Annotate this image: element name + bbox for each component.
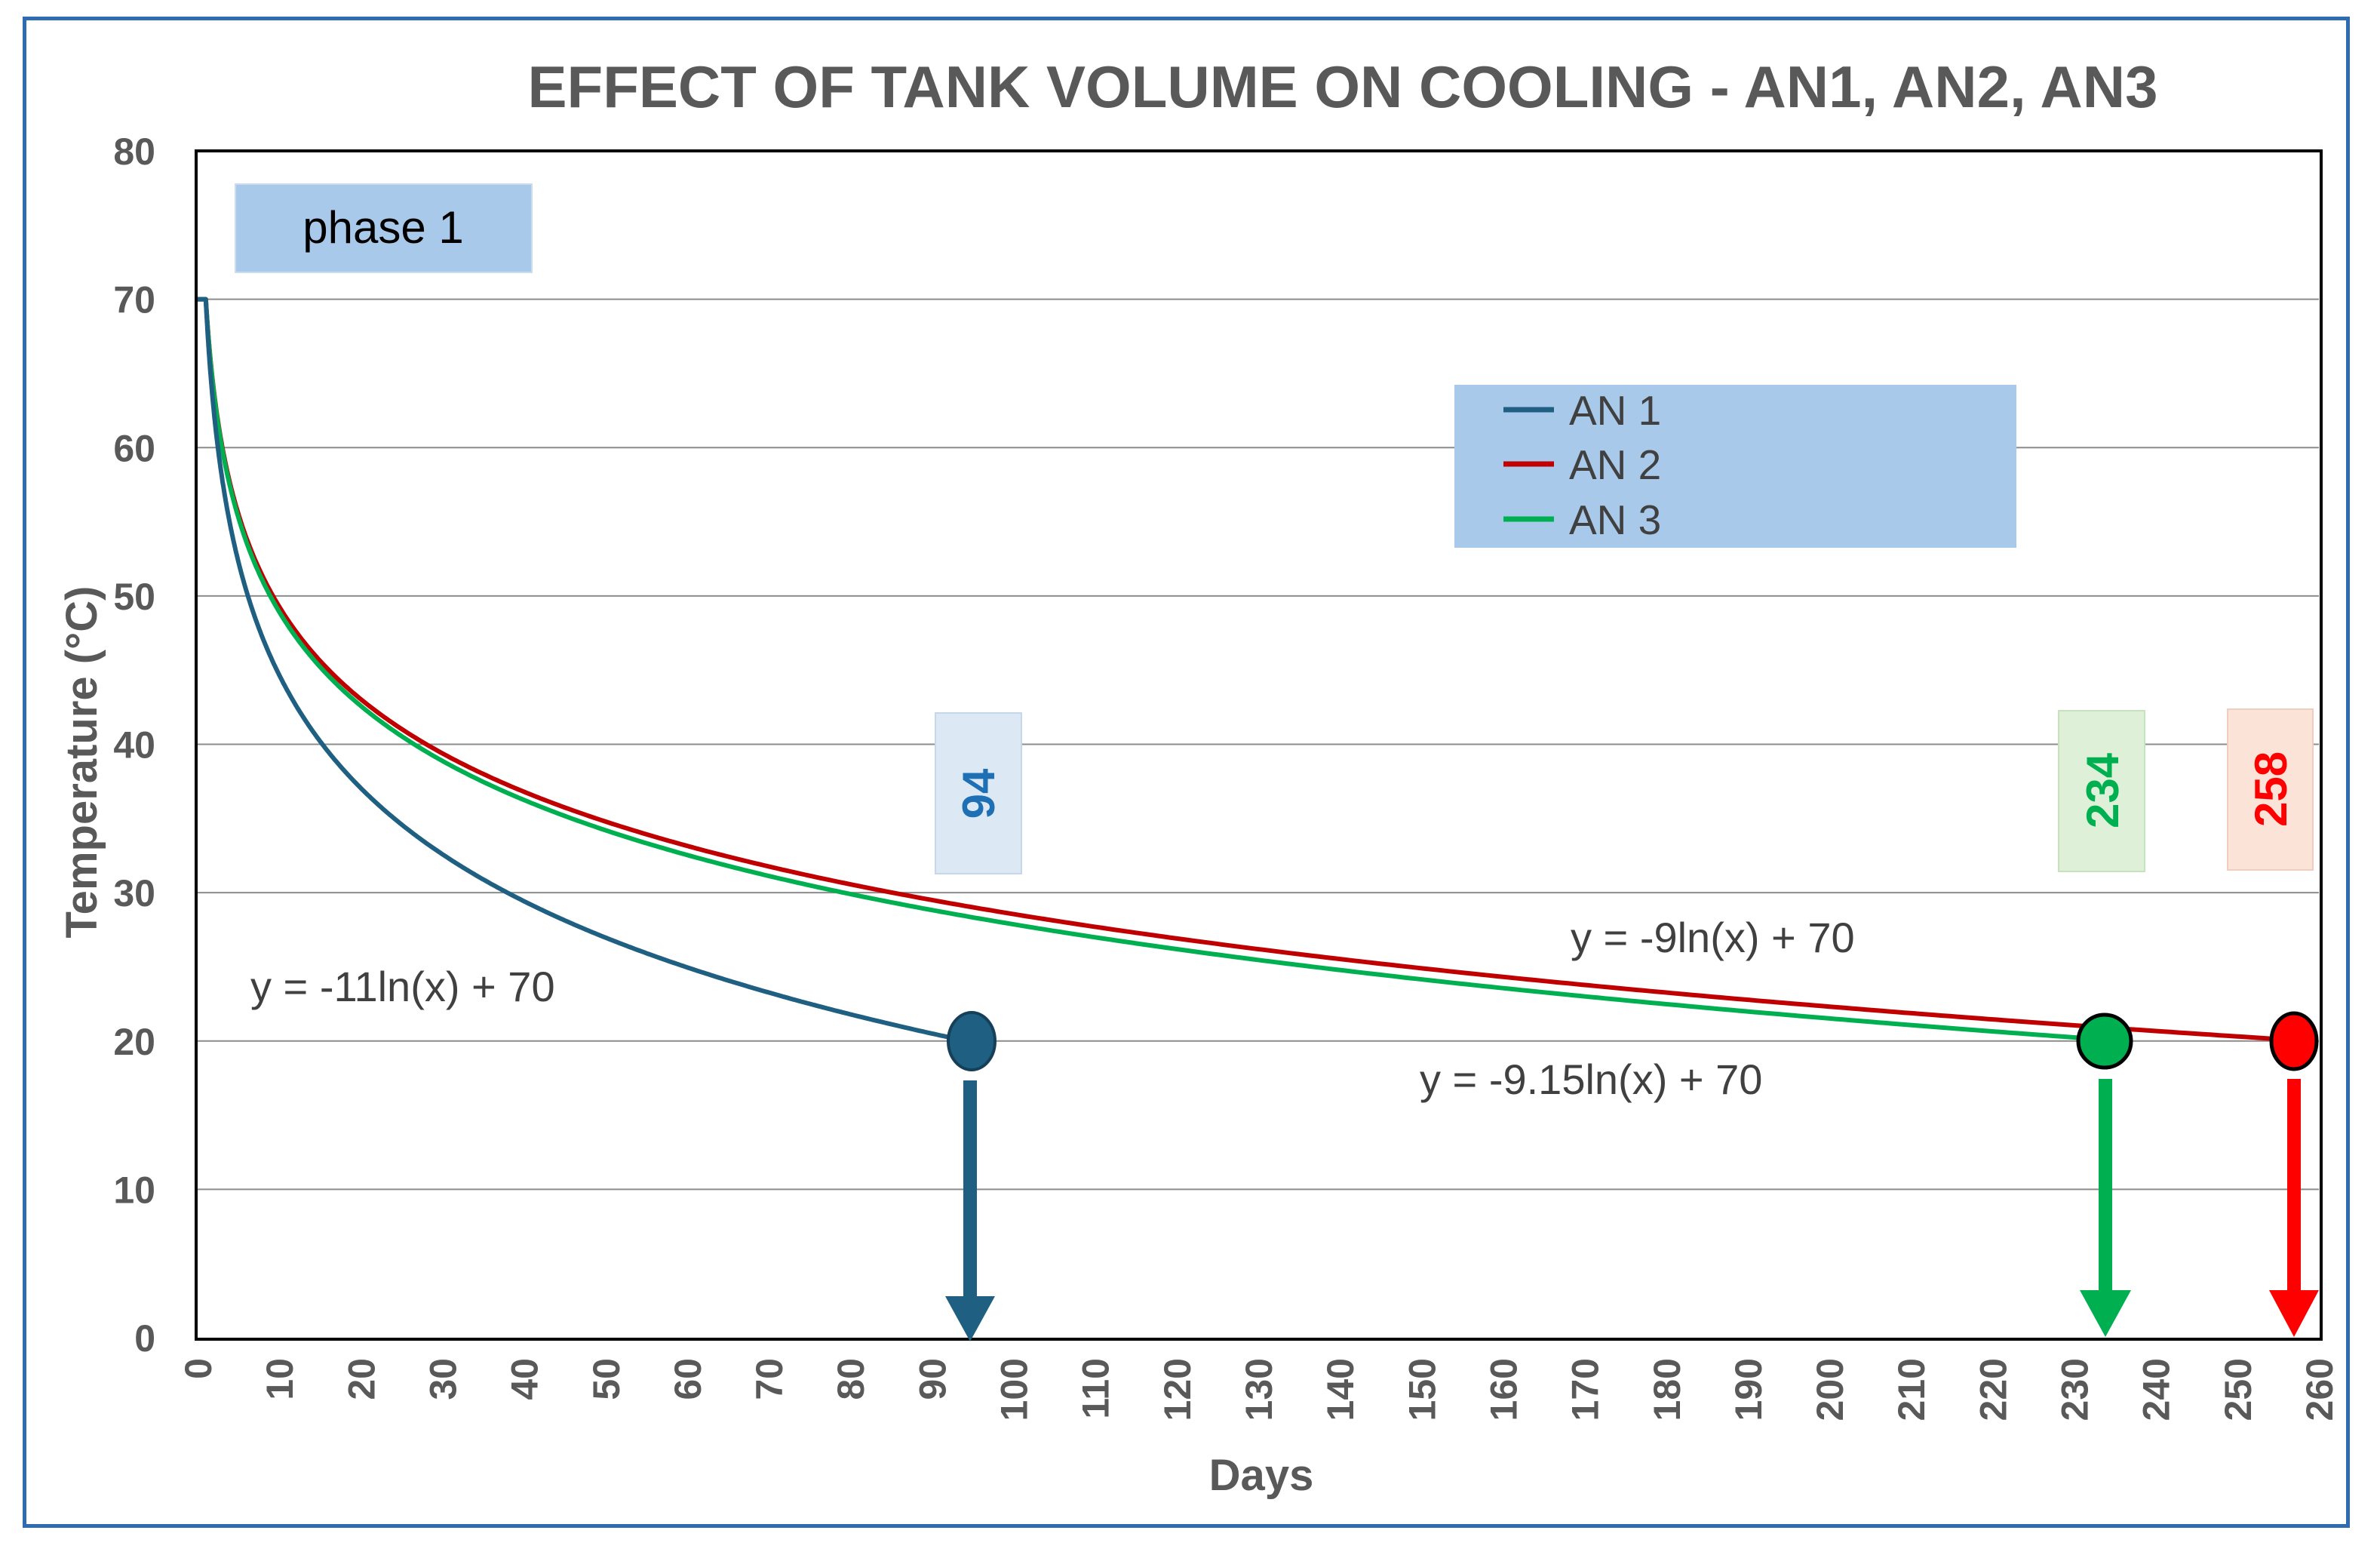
arrow-head-an1	[945, 1296, 995, 1341]
x-tick-label: 120	[1156, 1358, 1199, 1421]
legend: AN 1 AN 2 AN 3	[1454, 385, 2016, 548]
series-curves	[195, 297, 2305, 1043]
y-tick-label: 20	[113, 1021, 155, 1063]
end-marker-an3	[2076, 1013, 2133, 1070]
x-tick-label: 170	[1565, 1358, 1607, 1421]
x-tick-label: 10	[259, 1358, 301, 1400]
equation-an2: y = -9ln(x) + 70	[1571, 914, 1855, 961]
x-tick-label: 220	[1972, 1358, 2014, 1421]
x-tick-label: 240	[2136, 1358, 2178, 1421]
series-line-an3	[195, 297, 2109, 1043]
y-tick-label: 30	[113, 872, 155, 914]
y-tick-label: 10	[113, 1169, 155, 1211]
x-tick-label: 90	[911, 1358, 954, 1400]
x-tick-label: 260	[2299, 1358, 2341, 1421]
arrow-head-an2	[2269, 1290, 2319, 1337]
x-tick-label: 70	[748, 1358, 791, 1400]
x-tick-label: 250	[2217, 1358, 2259, 1421]
value-box-an2	[2227, 708, 2314, 871]
y-tick-label: 70	[113, 279, 155, 321]
legend-label-an3: AN 3	[1569, 496, 1661, 543]
value-box-an3	[2058, 710, 2145, 872]
x-tick-label: 130	[1238, 1358, 1280, 1421]
x-tick-label: 20	[340, 1358, 382, 1400]
end-marker-an1-group: 94	[935, 712, 1022, 1341]
y-axis-label: Temperature (°C)	[57, 586, 106, 939]
x-axis-label: Days	[1209, 1451, 1314, 1500]
x-tick-label: 30	[422, 1358, 464, 1400]
y-tick-label: 40	[113, 724, 155, 767]
x-tick-label: 50	[585, 1358, 628, 1400]
phase-label-box	[235, 183, 533, 273]
x-tick-label: 60	[667, 1358, 709, 1400]
y-tick-label: 50	[113, 576, 155, 618]
value-label-an1: 94	[954, 768, 1004, 819]
x-tick-labels: 0 10 20 30 40 50 60 70 80 90 100 110 120 130 140 150 160…	[177, 1358, 2341, 1421]
end-marker-an2	[2269, 1011, 2319, 1071]
x-tick-label: 200	[1809, 1358, 1851, 1421]
x-tick-label: 40	[504, 1358, 546, 1400]
x-tick-label: 190	[1727, 1358, 1770, 1421]
y-tick-label: 0	[134, 1317, 155, 1360]
series-line-an1	[195, 297, 967, 1043]
value-label-an3: 234	[2078, 752, 2128, 828]
arrow-head-an3	[2080, 1290, 2131, 1337]
x-tick-label: 230	[2054, 1358, 2096, 1421]
x-tick-label: 100	[993, 1358, 1036, 1421]
phase-label: phase 1	[302, 202, 464, 253]
legend-label-an2: AN 2	[1569, 441, 1661, 488]
chart-title: EFFECT OF TANK VOLUME ON COOLING - AN1, …	[528, 54, 2158, 120]
x-tick-label: 180	[1646, 1358, 1688, 1421]
y-tick-labels: 0 10 20 30 40 50 60 70 80	[113, 131, 155, 1360]
x-tick-label: 210	[1890, 1358, 1933, 1421]
legend-label-an1: AN 1	[1569, 387, 1661, 434]
x-tick-label: 80	[830, 1358, 872, 1400]
x-tick-label: 0	[177, 1358, 220, 1379]
equation-an3: y = -9.15ln(x) + 70	[1420, 1056, 1762, 1103]
y-tick-label: 60	[113, 427, 155, 469]
y-tick-label: 80	[113, 131, 155, 173]
end-marker-an2-group: 258	[2227, 708, 2319, 1337]
x-tick-label: 140	[1319, 1358, 1362, 1421]
equation-an1: y = -11ln(x) + 70	[250, 963, 555, 1010]
x-tick-label: 150	[1401, 1358, 1443, 1421]
end-marker-an3-group: 234	[2058, 710, 2145, 1337]
x-tick-label: 160	[1482, 1358, 1525, 1421]
value-label-an2: 258	[2246, 751, 2296, 827]
end-marker-an1	[947, 1011, 997, 1071]
x-tick-label: 110	[1075, 1358, 1117, 1419]
value-box-an1	[935, 712, 1022, 874]
plot-area-border	[195, 149, 2323, 1341]
